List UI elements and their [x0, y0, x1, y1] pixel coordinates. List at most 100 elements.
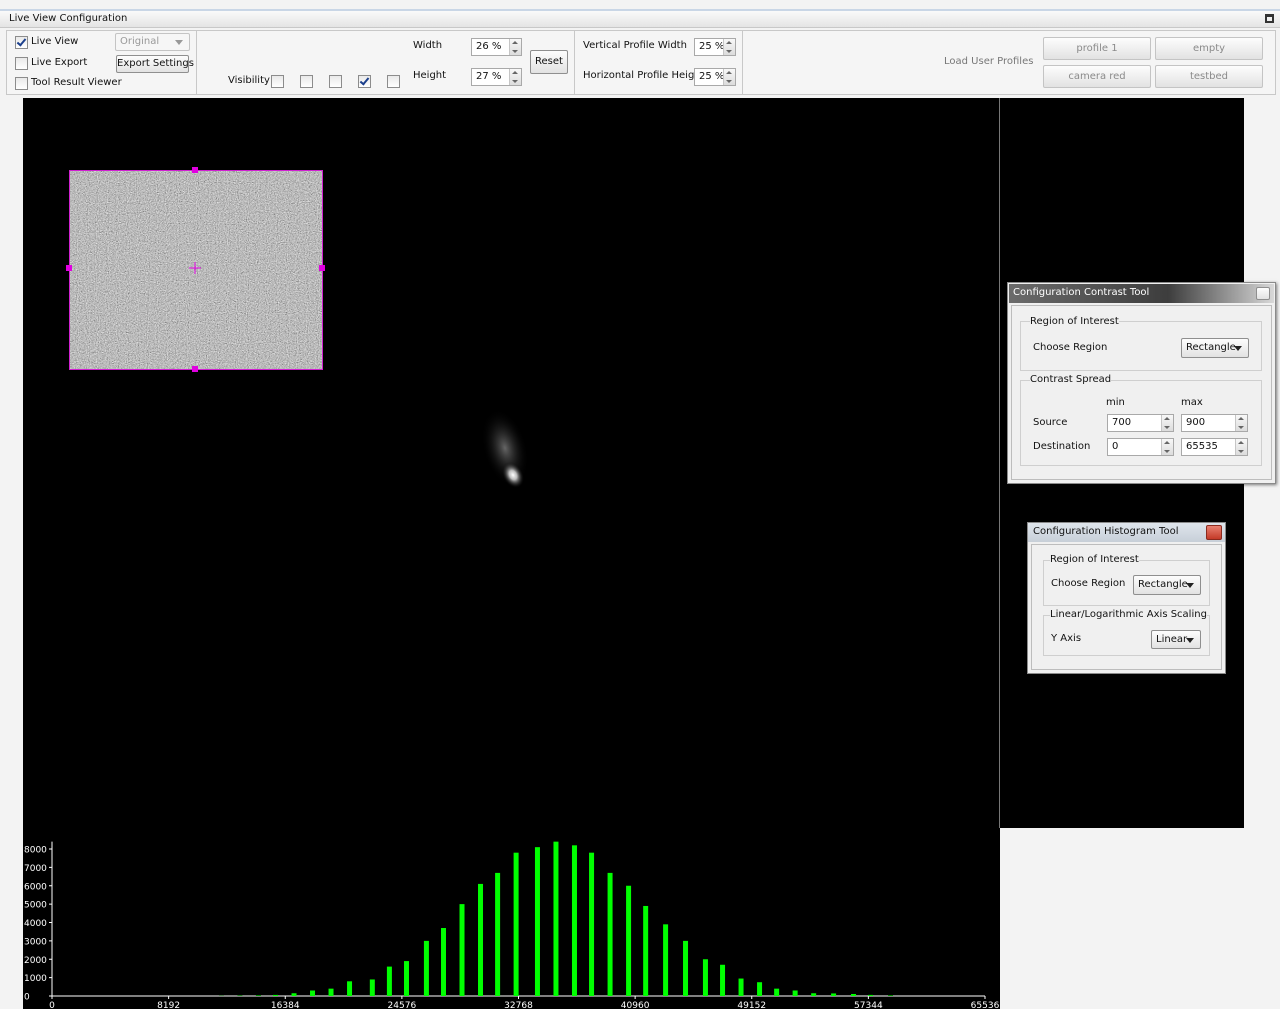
bar — [589, 853, 594, 996]
max-label: max — [1181, 396, 1203, 410]
height-input[interactable]: 27 % — [471, 68, 522, 86]
spin-buttons[interactable] — [723, 39, 735, 55]
checkbox[interactable] — [15, 77, 28, 90]
bar — [387, 967, 392, 996]
profile-button[interactable]: testbed — [1155, 65, 1263, 88]
group-separator — [574, 31, 575, 94]
bar — [256, 995, 261, 996]
width-label: Width — [413, 39, 442, 53]
destination-min-input[interactable]: 0 — [1107, 438, 1174, 456]
bar — [774, 989, 779, 996]
spin-buttons[interactable] — [723, 69, 735, 85]
y-tick-label: 5000 — [24, 901, 47, 911]
choose-region-select[interactable]: Rectangle — [1133, 575, 1201, 595]
bar — [811, 993, 816, 996]
visibility-checkbox[interactable] — [300, 75, 313, 88]
checkbox-label: Tool Result Viewer — [31, 76, 122, 90]
choose-region-select[interactable]: Rectangle — [1181, 338, 1249, 358]
x-tick-label: 49152 — [737, 1001, 766, 1009]
checkbox-label: Live View — [31, 35, 78, 49]
group-title: Contrast Spread — [1030, 373, 1111, 387]
restore-button[interactable] — [1265, 14, 1274, 23]
checkbox[interactable] — [15, 57, 28, 70]
x-tick-label: 24576 — [388, 1001, 417, 1009]
bar — [347, 981, 352, 996]
chart-background — [23, 828, 1000, 1009]
bar — [478, 884, 483, 996]
mode-select[interactable]: Original — [115, 33, 190, 51]
bar — [495, 873, 500, 996]
source-max-input[interactable]: 900 — [1181, 414, 1248, 432]
bar — [273, 995, 278, 996]
vertical-profile-input[interactable]: 25 % — [694, 38, 736, 56]
visibility-checkbox[interactable] — [387, 75, 400, 88]
source-min-input[interactable]: 700 — [1107, 414, 1174, 432]
bar — [683, 941, 688, 996]
y-tick-label: 7000 — [24, 864, 47, 874]
dialog-close-button[interactable] — [1256, 287, 1270, 300]
width-input[interactable]: 26 % — [471, 38, 522, 56]
y-tick-label: 4000 — [24, 919, 47, 929]
profile-button[interactable]: profile 1 — [1043, 37, 1151, 60]
reset-button[interactable]: Reset — [530, 50, 568, 74]
y-tick-label: 1000 — [24, 974, 47, 984]
spin-buttons[interactable] — [1235, 439, 1247, 455]
checkbox[interactable] — [15, 36, 28, 49]
x-tick-label: 0 — [49, 1001, 55, 1009]
bar — [757, 982, 762, 996]
bar — [663, 924, 668, 996]
spin-buttons[interactable] — [509, 69, 521, 85]
group-title: Linear/Logarithmic Axis Scaling — [1050, 608, 1207, 622]
dialog-close-button[interactable] — [1206, 525, 1222, 540]
y-tick-label: 8000 — [24, 846, 47, 856]
choose-region-label: Choose Region — [1033, 341, 1107, 355]
visibility-checkbox[interactable] — [271, 75, 284, 88]
bar — [643, 906, 648, 996]
app-window: 0100020003000400050006000700080000819216… — [0, 0, 1280, 1009]
profile-button[interactable]: camera red — [1043, 65, 1151, 88]
bar — [572, 845, 577, 996]
x-tick-label: 32768 — [504, 1001, 533, 1009]
x-tick-label: 65536 — [971, 1001, 1000, 1009]
spin-buttons[interactable] — [1235, 415, 1247, 431]
y-tick-label: 3000 — [24, 937, 47, 947]
profile-button[interactable]: empty — [1155, 37, 1263, 60]
bar — [310, 990, 315, 996]
visibility-checkbox[interactable] — [358, 75, 371, 88]
title-bar — [0, 9, 1280, 28]
y-tick-label: 0 — [24, 993, 30, 1003]
bar — [703, 959, 708, 996]
bar — [370, 979, 375, 996]
bar — [329, 989, 334, 996]
bar — [460, 904, 465, 996]
group-title: Region of Interest — [1030, 315, 1119, 329]
bar — [831, 993, 836, 996]
min-label: min — [1106, 396, 1125, 410]
y-axis-label: Y Axis — [1051, 632, 1081, 646]
bar — [739, 979, 744, 996]
vertical-profile-label: Vertical Profile Width — [583, 39, 687, 53]
bar — [553, 842, 558, 996]
y-axis-select[interactable]: Linear — [1151, 630, 1201, 649]
bar — [868, 995, 873, 996]
bar — [292, 993, 297, 996]
x-tick-label: 57344 — [854, 1001, 883, 1009]
destination-max-input[interactable]: 65535 — [1181, 438, 1248, 456]
source-label: Source — [1033, 416, 1067, 430]
x-tick-label: 16384 — [271, 1001, 300, 1009]
choose-region-label: Choose Region — [1051, 577, 1125, 591]
x-tick-label: 8192 — [157, 1001, 180, 1009]
spin-buttons[interactable] — [1161, 415, 1173, 431]
horizontal-profile-input[interactable]: 25 % — [694, 68, 736, 86]
visibility-checkbox[interactable] — [329, 75, 342, 88]
export-settings-button[interactable]: Export Settings — [116, 55, 189, 73]
spin-buttons[interactable] — [509, 39, 521, 55]
bar — [441, 928, 446, 996]
horizontal-profile-label: Horizontal Profile Height — [583, 69, 705, 83]
checkbox-label: Live Export — [31, 56, 87, 70]
profiles-label: Load User Profiles — [944, 55, 1033, 69]
group-separator — [196, 31, 197, 94]
group-separator — [742, 31, 743, 94]
spin-buttons[interactable] — [1161, 439, 1173, 455]
